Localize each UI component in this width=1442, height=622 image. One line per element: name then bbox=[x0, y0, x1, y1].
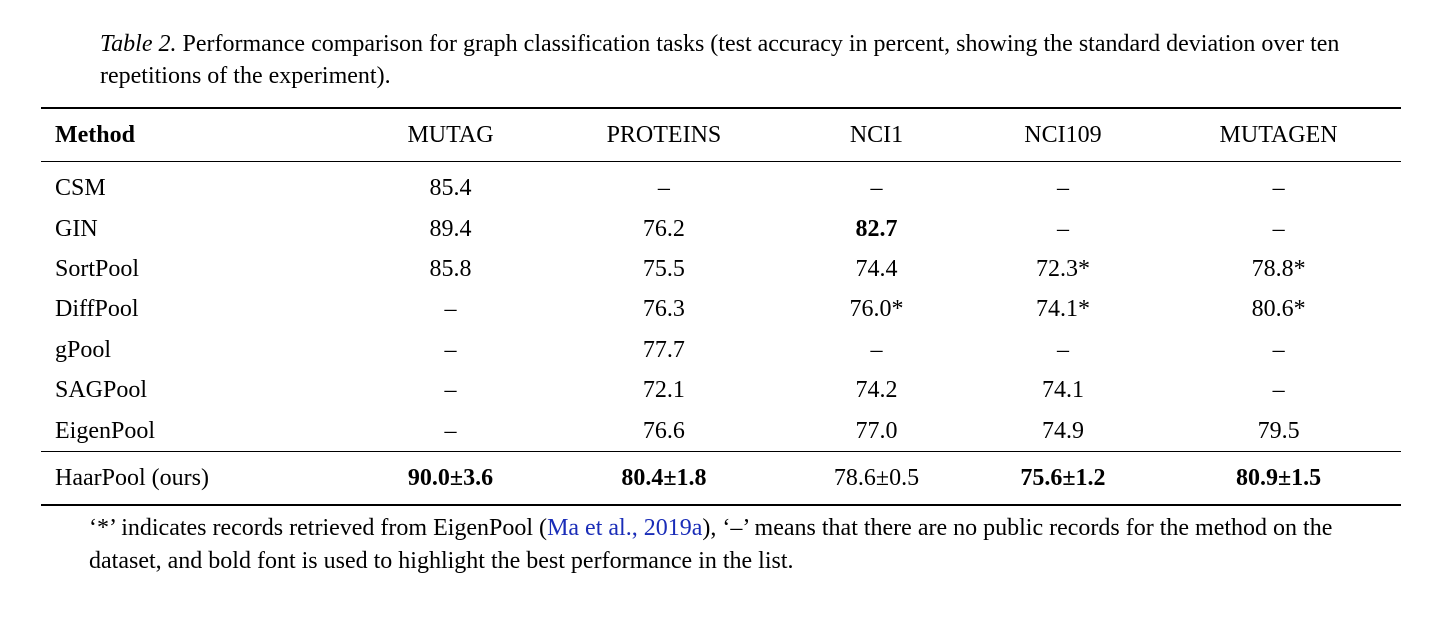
method-cell-ours: HaarPool (ours) bbox=[41, 451, 356, 505]
value-cell: 75.6±1.2 bbox=[970, 451, 1156, 505]
method-cell: GIN bbox=[41, 209, 356, 249]
col-header-mutag: MUTAG bbox=[356, 108, 544, 162]
value-cell: 78.6±0.5 bbox=[783, 451, 969, 505]
value-cell: 80.6* bbox=[1156, 289, 1401, 329]
value-cell: 80.4±1.8 bbox=[545, 451, 784, 505]
table-row: SortPool85.875.574.472.3*78.8* bbox=[41, 249, 1401, 289]
method-cell: gPool bbox=[41, 330, 356, 370]
value-cell: – bbox=[970, 162, 1156, 209]
value-cell: 74.1 bbox=[970, 370, 1156, 410]
col-header-nci1: NCI1 bbox=[783, 108, 969, 162]
value-cell: – bbox=[356, 370, 544, 410]
col-header-method: Method bbox=[41, 108, 356, 162]
value-cell: 82.7 bbox=[783, 209, 969, 249]
results-table-container: Method MUTAG PROTEINS NCI1 NCI109 MUTAGE… bbox=[41, 107, 1401, 507]
method-cell: SortPool bbox=[41, 249, 356, 289]
value-cell: 75.5 bbox=[545, 249, 784, 289]
table-row: EigenPool–76.677.074.979.5 bbox=[41, 411, 1401, 452]
method-cell: CSM bbox=[41, 162, 356, 209]
table-row: SAGPool–72.174.274.1– bbox=[41, 370, 1401, 410]
value-cell: – bbox=[356, 411, 544, 452]
value-cell: 76.6 bbox=[545, 411, 784, 452]
value-cell: – bbox=[783, 330, 969, 370]
citation-link[interactable]: Ma et al., 2019a bbox=[547, 515, 702, 541]
table-row: GIN89.476.282.7–– bbox=[41, 209, 1401, 249]
value-cell: 89.4 bbox=[356, 209, 544, 249]
method-cell: DiffPool bbox=[41, 289, 356, 329]
method-cell: SAGPool bbox=[41, 370, 356, 410]
table-row: CSM85.4–––– bbox=[41, 162, 1401, 209]
method-cell: EigenPool bbox=[41, 411, 356, 452]
value-cell: 76.0* bbox=[783, 289, 969, 329]
value-cell: 77.7 bbox=[545, 330, 784, 370]
table-footnote: ‘*’ indicates records retrieved from Eig… bbox=[45, 512, 1397, 577]
value-cell: – bbox=[970, 209, 1156, 249]
results-table: Method MUTAG PROTEINS NCI1 NCI109 MUTAGE… bbox=[41, 107, 1401, 507]
value-cell: 76.2 bbox=[545, 209, 784, 249]
col-header-nci109: NCI109 bbox=[970, 108, 1156, 162]
value-cell: – bbox=[1156, 330, 1401, 370]
table-caption: Table 2. Performance comparison for grap… bbox=[40, 28, 1402, 93]
col-header-mutagen: MUTAGEN bbox=[1156, 108, 1401, 162]
table-header-row: Method MUTAG PROTEINS NCI1 NCI109 MUTAGE… bbox=[41, 108, 1401, 162]
table-row: gPool–77.7––– bbox=[41, 330, 1401, 370]
caption-text: Performance comparison for graph classif… bbox=[100, 31, 1339, 89]
value-cell: – bbox=[1156, 370, 1401, 410]
value-cell: 76.3 bbox=[545, 289, 784, 329]
value-cell: 74.4 bbox=[783, 249, 969, 289]
value-cell: – bbox=[1156, 209, 1401, 249]
value-cell: 78.8* bbox=[1156, 249, 1401, 289]
value-cell: 74.1* bbox=[970, 289, 1156, 329]
value-cell: 72.3* bbox=[970, 249, 1156, 289]
value-cell: – bbox=[356, 289, 544, 329]
value-cell: 74.2 bbox=[783, 370, 969, 410]
value-cell: – bbox=[356, 330, 544, 370]
value-cell: – bbox=[1156, 162, 1401, 209]
value-cell: 74.9 bbox=[970, 411, 1156, 452]
footnote-before-cite: ‘*’ indicates records retrieved from Eig… bbox=[89, 515, 547, 541]
value-cell: 72.1 bbox=[545, 370, 784, 410]
table-row: DiffPool–76.376.0*74.1*80.6* bbox=[41, 289, 1401, 329]
value-cell: – bbox=[545, 162, 784, 209]
table-label: Table 2. bbox=[100, 31, 176, 57]
value-cell: 85.8 bbox=[356, 249, 544, 289]
col-header-proteins: PROTEINS bbox=[545, 108, 784, 162]
value-cell: 90.0±3.6 bbox=[356, 451, 544, 505]
value-cell: 77.0 bbox=[783, 411, 969, 452]
value-cell: – bbox=[970, 330, 1156, 370]
value-cell: 85.4 bbox=[356, 162, 544, 209]
value-cell: 79.5 bbox=[1156, 411, 1401, 452]
value-cell: 80.9±1.5 bbox=[1156, 451, 1401, 505]
table-row-ours: HaarPool (ours)90.0±3.680.4±1.878.6±0.57… bbox=[41, 451, 1401, 505]
value-cell: – bbox=[783, 162, 969, 209]
